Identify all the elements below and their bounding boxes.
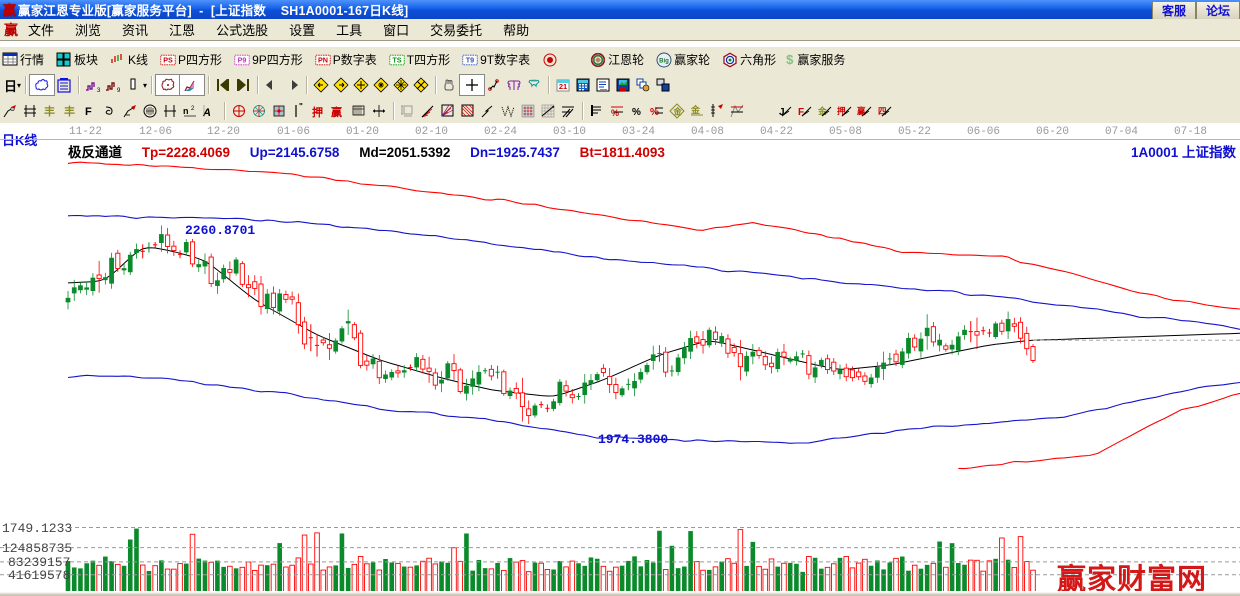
svg-text:P9: P9 bbox=[238, 55, 247, 64]
svg-text:3: 3 bbox=[97, 88, 101, 93]
svg-text:T9: T9 bbox=[466, 55, 474, 64]
svg-text:9: 9 bbox=[117, 88, 121, 93]
svg-text:赢: 赢 bbox=[331, 105, 342, 119]
svg-text:PS: PS bbox=[163, 55, 173, 64]
svg-text:2: 2 bbox=[191, 106, 195, 112]
svg-text:丰: 丰 bbox=[44, 104, 55, 118]
svg-text:丰: 丰 bbox=[64, 104, 75, 118]
svg-text:金: 金 bbox=[672, 106, 682, 116]
svg-text:金: 金 bbox=[690, 104, 701, 115]
svg-text:金: 金 bbox=[817, 106, 827, 116]
svg-text:n: n bbox=[183, 106, 189, 116]
svg-text:J: J bbox=[779, 107, 785, 118]
svg-text:四: 四 bbox=[878, 106, 887, 116]
svg-text:Big: Big bbox=[659, 58, 669, 64]
svg-text:A: A bbox=[202, 107, 211, 119]
svg-text:F: F bbox=[85, 106, 92, 118]
svg-text:%: % bbox=[632, 107, 641, 118]
svg-text:押: 押 bbox=[312, 105, 323, 119]
svg-text:PN: PN bbox=[318, 55, 328, 64]
svg-text:": " bbox=[299, 103, 303, 111]
svg-text:21: 21 bbox=[559, 82, 567, 91]
svg-text:%: % bbox=[611, 108, 619, 118]
svg-text:TS: TS bbox=[392, 55, 401, 64]
svg-text:F: F bbox=[798, 107, 804, 118]
